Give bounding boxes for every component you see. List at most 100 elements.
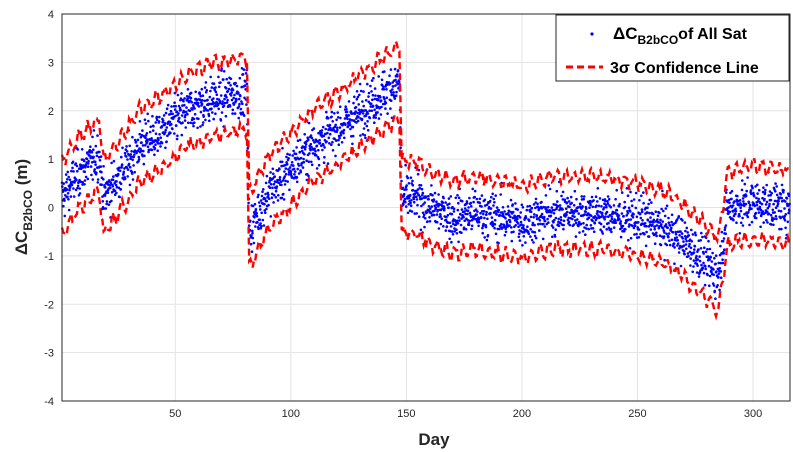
scatter-point (706, 273, 709, 277)
scatter-point (231, 88, 235, 92)
scatter-point (267, 193, 270, 197)
scatter-point (494, 194, 498, 197)
scatter-point (550, 224, 554, 227)
scatter-point (632, 213, 635, 216)
scatter-point (703, 283, 707, 287)
scatter-point (237, 116, 240, 120)
scatter-point (154, 143, 157, 146)
scatter-point (130, 150, 133, 153)
scatter-point (661, 220, 664, 223)
scatter-point (359, 134, 362, 137)
y-tick-label: 3 (48, 57, 54, 69)
scatter-point (782, 191, 785, 194)
scatter-point (322, 144, 325, 147)
scatter-point (105, 200, 109, 203)
scatter-point (280, 160, 284, 164)
scatter-point (469, 201, 473, 205)
scatter-point (692, 251, 696, 254)
scatter-point (504, 227, 508, 230)
scatter-point (328, 132, 332, 136)
scatter-point (425, 210, 429, 214)
scatter-point (786, 220, 790, 224)
scatter-point (219, 119, 223, 122)
scatter-point (342, 128, 346, 132)
scatter-point (201, 123, 204, 127)
scatter-point (118, 169, 122, 173)
scatter-point (386, 112, 389, 115)
scatter-point (532, 203, 536, 206)
scatter-point (68, 178, 72, 182)
scatter-point (320, 131, 323, 135)
scatter-point (626, 209, 629, 213)
scatter-point (309, 142, 313, 146)
confidence-line-lower (60, 111, 791, 321)
scatter-point (533, 213, 536, 216)
scatter-point (594, 215, 597, 218)
scatter-point (612, 226, 616, 229)
scatter-point (144, 134, 148, 137)
scatter-point (320, 144, 323, 147)
scatter-point (170, 105, 173, 108)
scatter-point (310, 136, 314, 140)
scatter-point (279, 180, 283, 184)
scatter-point (615, 188, 618, 192)
scatter-point (164, 128, 167, 132)
scatter-point (596, 200, 599, 203)
scatter-point (444, 218, 448, 222)
scatter-point (684, 243, 688, 246)
scatter-point (446, 221, 450, 224)
scatter-point (670, 220, 673, 224)
scatter-point (225, 77, 228, 81)
scatter-point (424, 195, 428, 198)
scatter-point (134, 140, 138, 144)
scatter-point (762, 186, 765, 189)
scatter-point (412, 197, 416, 201)
scatter-point (389, 68, 393, 71)
scatter-point (261, 190, 264, 193)
scatter-point (229, 77, 233, 81)
scatter-point (519, 220, 523, 224)
scatter-point (239, 94, 242, 98)
scatter-point (256, 221, 259, 224)
scatter-point (569, 211, 573, 214)
scatter-point (82, 159, 86, 163)
scatter-point (91, 135, 94, 139)
scatter-point (322, 134, 326, 138)
scatter-point (403, 197, 407, 201)
scatter-point (323, 155, 326, 159)
scatter-point (222, 70, 226, 73)
scatter-point (158, 115, 161, 119)
scatter-point (575, 197, 578, 201)
scatter-point (714, 297, 717, 301)
scatter-point (173, 108, 177, 111)
scatter-point (338, 126, 342, 129)
scatter-point (272, 172, 275, 176)
scatter-point (238, 102, 241, 106)
scatter-point (287, 157, 290, 160)
scatter-point (610, 230, 613, 234)
scatter-point (441, 207, 444, 210)
scatter-point (663, 231, 666, 234)
scatter-point (352, 101, 355, 105)
scatter-point (516, 208, 519, 211)
scatter-point (260, 194, 264, 198)
scatter-point (290, 161, 294, 164)
scatter-point (721, 239, 725, 243)
scatter-point (156, 149, 159, 152)
scatter-point (435, 200, 438, 203)
scatter-point (207, 114, 211, 117)
scatter-point (577, 212, 580, 215)
scatter-point (607, 198, 611, 201)
scatter-point (492, 204, 495, 207)
scatter-point (494, 232, 498, 236)
scatter-point (151, 114, 154, 118)
scatter-point (210, 86, 214, 89)
scatter-point (612, 204, 616, 207)
scatter-point (548, 209, 552, 212)
scatter-point (131, 158, 134, 162)
scatter-point (396, 74, 399, 78)
scatter-point (584, 207, 588, 210)
scatter-point (379, 113, 383, 116)
scatter-point (465, 202, 469, 205)
scatter-point (689, 264, 692, 267)
